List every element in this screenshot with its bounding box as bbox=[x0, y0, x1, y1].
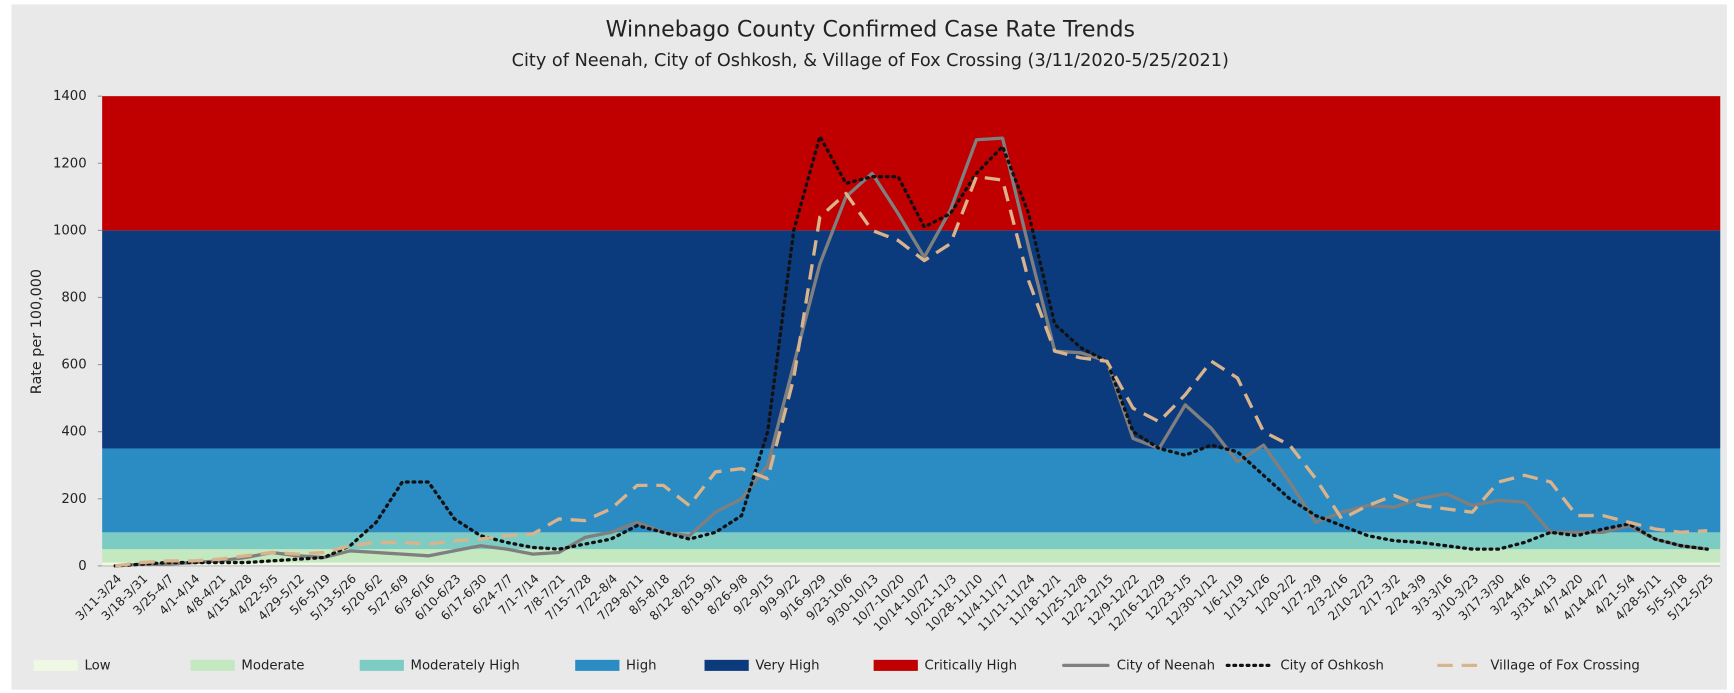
y-tick-label: 400 bbox=[61, 425, 86, 440]
y-tick-label: 1000 bbox=[53, 223, 87, 238]
legend-label: Very High bbox=[755, 658, 819, 673]
legend-swatch bbox=[575, 659, 620, 671]
risk-band bbox=[102, 448, 1721, 533]
risk-band bbox=[102, 562, 1721, 566]
legend-label: Critically High bbox=[924, 658, 1017, 673]
risk-band bbox=[102, 230, 1721, 449]
risk-band bbox=[102, 549, 1721, 563]
y-tick-label: 1400 bbox=[53, 89, 87, 104]
series-line bbox=[113, 134, 1709, 568]
legend-swatch bbox=[359, 659, 404, 671]
chart-title: Winnebago County Confirmed Case Rate Tre… bbox=[606, 16, 1135, 42]
y-axis-label: Rate per 100,000 bbox=[29, 269, 45, 394]
legend-swatch bbox=[873, 659, 918, 671]
legend-label: City of Oshkosh bbox=[1280, 658, 1384, 673]
legend-label: Moderately High bbox=[411, 658, 520, 673]
chart-subtitle: City of Neenah, City of Oshkosh, & Villa… bbox=[512, 51, 1229, 71]
legend-label: Village of Fox Crossing bbox=[1490, 658, 1639, 673]
legend-swatch bbox=[190, 659, 235, 671]
y-tick-label: 600 bbox=[61, 358, 86, 373]
series-line bbox=[114, 175, 1708, 568]
risk-band bbox=[102, 96, 1721, 231]
series-line bbox=[113, 136, 1709, 568]
y-tick-label: 1200 bbox=[53, 156, 87, 171]
y-tick-label: 800 bbox=[61, 290, 86, 305]
legend-label: High bbox=[626, 658, 656, 673]
legend-swatch bbox=[33, 659, 78, 671]
legend-label: City of Neenah bbox=[1117, 658, 1215, 673]
legend-swatch bbox=[704, 659, 749, 671]
legend-label: Moderate bbox=[241, 658, 304, 673]
y-tick-label: 200 bbox=[61, 492, 86, 507]
y-tick-label: 0 bbox=[78, 559, 86, 574]
legend-label: Low bbox=[84, 658, 110, 673]
